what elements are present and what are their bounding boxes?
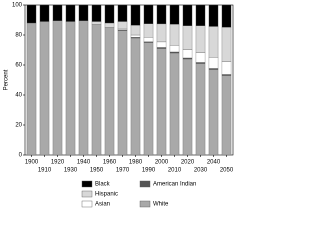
bar-segment bbox=[169, 4, 180, 25]
x-tick-label: 2030 bbox=[194, 168, 208, 174]
x-tick-label: 2040 bbox=[207, 160, 221, 166]
bar-segment bbox=[182, 57, 193, 60]
bar-segment bbox=[143, 42, 154, 156]
bar-segment bbox=[156, 48, 167, 156]
x-tick-label: 1900 bbox=[25, 160, 39, 166]
bar-segment bbox=[117, 4, 128, 22]
plot-frame bbox=[24, 4, 234, 156]
legend-swatch bbox=[81, 190, 93, 198]
y-tick-label: 0 bbox=[19, 153, 23, 159]
bar-segment bbox=[182, 49, 193, 59]
bar-segment bbox=[104, 27, 115, 156]
bar-segment bbox=[208, 4, 219, 27]
legend-swatch bbox=[81, 180, 93, 188]
bar-segment bbox=[143, 23, 154, 38]
bar-segment bbox=[221, 27, 232, 62]
bar-segment bbox=[65, 21, 76, 156]
bar-segment bbox=[26, 22, 37, 156]
bar-segment bbox=[221, 4, 232, 28]
x-tick-label: 1930 bbox=[64, 168, 78, 174]
bar-segment bbox=[117, 21, 128, 29]
bar-segment bbox=[156, 41, 167, 48]
legend-label: American Indian bbox=[153, 182, 196, 188]
bar-segment bbox=[143, 4, 154, 24]
x-tick-label: 1910 bbox=[38, 168, 52, 174]
bar-segment bbox=[52, 20, 63, 156]
bar-segment bbox=[104, 4, 115, 24]
bar-segment bbox=[130, 34, 141, 38]
bar-segment bbox=[169, 52, 180, 156]
bar-segment bbox=[117, 30, 128, 156]
bar-segment bbox=[208, 69, 219, 156]
x-tick-label: 1990 bbox=[142, 168, 156, 174]
bar-segment bbox=[104, 22, 115, 28]
bar-segment bbox=[195, 63, 206, 156]
bar-segment bbox=[156, 4, 167, 25]
bar-segment bbox=[130, 4, 141, 26]
bar-segment bbox=[221, 75, 232, 156]
x-tick-label: 1920 bbox=[51, 160, 65, 166]
bar-segment bbox=[91, 24, 102, 156]
bar-segment bbox=[39, 4, 50, 22]
y-axis-label: Percent bbox=[4, 69, 10, 90]
x-tick-label: 1970 bbox=[116, 168, 130, 174]
bar-segment bbox=[195, 25, 206, 53]
bar-segment bbox=[221, 74, 232, 76]
bar-segment bbox=[208, 57, 219, 69]
bar-segment bbox=[195, 4, 206, 26]
bar-segment bbox=[182, 4, 193, 26]
bar-segment bbox=[169, 24, 180, 46]
x-tick-label: 1940 bbox=[77, 160, 91, 166]
x-tick-label: 1980 bbox=[129, 160, 143, 166]
bar-segment bbox=[65, 4, 76, 22]
bar-segment bbox=[195, 62, 206, 64]
legend-swatch bbox=[139, 180, 151, 188]
legend-swatch bbox=[139, 200, 151, 208]
bar-segment bbox=[39, 21, 50, 156]
y-tick-label: 20 bbox=[15, 123, 22, 129]
bar-segment bbox=[208, 68, 219, 70]
bar-segment bbox=[78, 4, 89, 21]
legend-label: White bbox=[153, 202, 169, 208]
legend-swatch bbox=[81, 200, 93, 208]
bar-segment bbox=[130, 25, 141, 36]
bar-segment bbox=[208, 26, 219, 58]
legend-label: Asian bbox=[95, 202, 110, 208]
bar-segment bbox=[91, 21, 102, 25]
bar-segment bbox=[169, 45, 180, 53]
bar-segment bbox=[26, 4, 37, 24]
bar-segment bbox=[91, 4, 102, 22]
bar-segment bbox=[143, 37, 154, 42]
x-tick-label: 2010 bbox=[168, 168, 182, 174]
bar-segment bbox=[221, 61, 232, 75]
y-tick-label: 80 bbox=[15, 33, 22, 39]
bar-segment bbox=[78, 20, 89, 156]
bar-segment bbox=[195, 52, 206, 63]
legend-label: Black bbox=[95, 182, 111, 188]
bar-segment bbox=[182, 25, 193, 50]
bar-segment bbox=[156, 23, 167, 43]
y-tick-label: 100 bbox=[12, 3, 23, 9]
x-tick-label: 2000 bbox=[155, 160, 169, 166]
x-tick-label: 2020 bbox=[181, 160, 195, 166]
bar-segment bbox=[52, 4, 63, 21]
x-tick-label: 1960 bbox=[103, 160, 117, 166]
y-tick-label: 60 bbox=[15, 63, 22, 69]
y-tick-label: 40 bbox=[15, 93, 22, 99]
x-tick-label: 1950 bbox=[90, 168, 104, 174]
bar-segment bbox=[130, 37, 141, 156]
x-tick-label: 2050 bbox=[220, 168, 234, 174]
bar-segment bbox=[169, 51, 180, 54]
legend-label: Hispanic bbox=[95, 192, 118, 198]
bar-segment bbox=[117, 28, 128, 30]
bar-segment bbox=[156, 47, 167, 49]
bar-segment bbox=[182, 58, 193, 156]
chart: Percent 02040608010019001910192019301940… bbox=[4, 3, 234, 208]
